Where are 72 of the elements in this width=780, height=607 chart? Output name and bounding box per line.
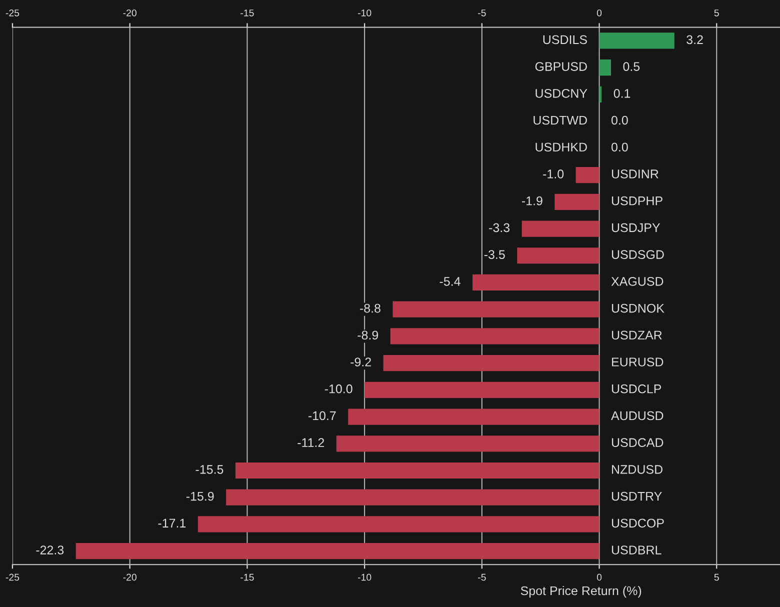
y-tick-label: USDILS bbox=[543, 35, 587, 44]
x-tick-label: -15 bbox=[240, 10, 254, 16]
x-axis-title: Spot Price Return (%) bbox=[520, 586, 642, 598]
y-tick-label: GBPUSD bbox=[535, 62, 587, 71]
bar bbox=[517, 248, 600, 264]
bar bbox=[576, 166, 600, 184]
bar bbox=[198, 516, 600, 532]
x-tick-label: -10 bbox=[358, 9, 372, 16]
data-label: 0.0 bbox=[611, 116, 628, 125]
bar bbox=[390, 328, 600, 344]
bar bbox=[383, 355, 600, 372]
data-label: -3.3 bbox=[489, 223, 510, 232]
bar bbox=[76, 543, 600, 560]
y-tick-label: AUDUSD bbox=[611, 411, 664, 420]
data-label: -3.5 bbox=[484, 250, 505, 259]
bar bbox=[364, 382, 600, 398]
data-label: 0.0 bbox=[611, 142, 628, 152]
y-tick-label: USDSGD bbox=[612, 250, 664, 259]
data-label: -11.2 bbox=[298, 438, 324, 447]
y-tick-label: XAGUSD bbox=[611, 276, 664, 286]
data-label: -1.9 bbox=[522, 196, 542, 206]
x2-tick-label: -20 bbox=[123, 574, 136, 581]
data-label: -15.5 bbox=[196, 465, 224, 474]
data-label: -9.2 bbox=[350, 358, 371, 366]
data-label: -5.4 bbox=[440, 277, 460, 286]
bar bbox=[522, 220, 600, 237]
data-label: 0.5 bbox=[623, 62, 640, 71]
y-tick-label: USDJPY bbox=[612, 223, 660, 232]
x2-tick-label: 5 bbox=[714, 574, 719, 581]
bar bbox=[472, 274, 600, 291]
y-tick-label: USDCLP bbox=[612, 384, 662, 394]
x-tick-label: 0 bbox=[596, 9, 602, 16]
data-label: -10.0 bbox=[324, 384, 352, 394]
bar bbox=[554, 194, 600, 210]
x2-tick-label: -10 bbox=[358, 574, 372, 581]
data-label: -8.8 bbox=[360, 304, 380, 313]
x2-tick-label: 0 bbox=[596, 574, 602, 581]
bar bbox=[599, 32, 674, 49]
y-tick-label: USDCNY bbox=[536, 88, 588, 98]
data-label: 0.1 bbox=[614, 88, 630, 98]
bar bbox=[392, 301, 600, 318]
y-tick-label: USDTRY bbox=[612, 492, 662, 501]
bar bbox=[226, 489, 600, 506]
x-tick-label: -20 bbox=[123, 9, 136, 16]
bar bbox=[235, 462, 600, 479]
data-label: -10.7 bbox=[308, 411, 336, 420]
x2-tick-label: -25 bbox=[6, 574, 20, 581]
y-tick-label: USDCOP bbox=[612, 518, 664, 528]
y-tick-label: EURUSD bbox=[612, 358, 664, 366]
y-tick-label: USDZAR bbox=[612, 330, 662, 340]
data-label: 3.2 bbox=[686, 35, 703, 44]
y-tick-label: USDBRL bbox=[612, 546, 662, 554]
y-tick-label: USDCAD bbox=[612, 438, 664, 447]
data-label: -17.1 bbox=[158, 518, 186, 528]
y-tick-label: USDTWD bbox=[534, 116, 587, 125]
y-tick-label: NZDUSD bbox=[612, 465, 662, 474]
bar bbox=[348, 408, 600, 425]
x-tick-label: -25 bbox=[6, 9, 20, 16]
x-tick-label: 5 bbox=[714, 10, 719, 16]
y-tick-label: USDHKD bbox=[536, 142, 587, 152]
bar bbox=[336, 436, 600, 452]
y-tick-label: USDINR bbox=[612, 170, 658, 178]
data-label: -1.0 bbox=[543, 170, 564, 178]
bar bbox=[599, 60, 612, 76]
data-label: -22.3 bbox=[36, 546, 64, 554]
x2-tick-label: -15 bbox=[240, 574, 254, 581]
y-tick-label: USDNOK bbox=[612, 304, 664, 313]
x2-tick-label: -5 bbox=[478, 574, 486, 581]
y-tick-label: USDPHP bbox=[612, 196, 662, 206]
data-label: -15.9 bbox=[186, 492, 214, 501]
x-tick-label: -5 bbox=[478, 10, 486, 16]
data-label: -8.9 bbox=[358, 330, 378, 340]
